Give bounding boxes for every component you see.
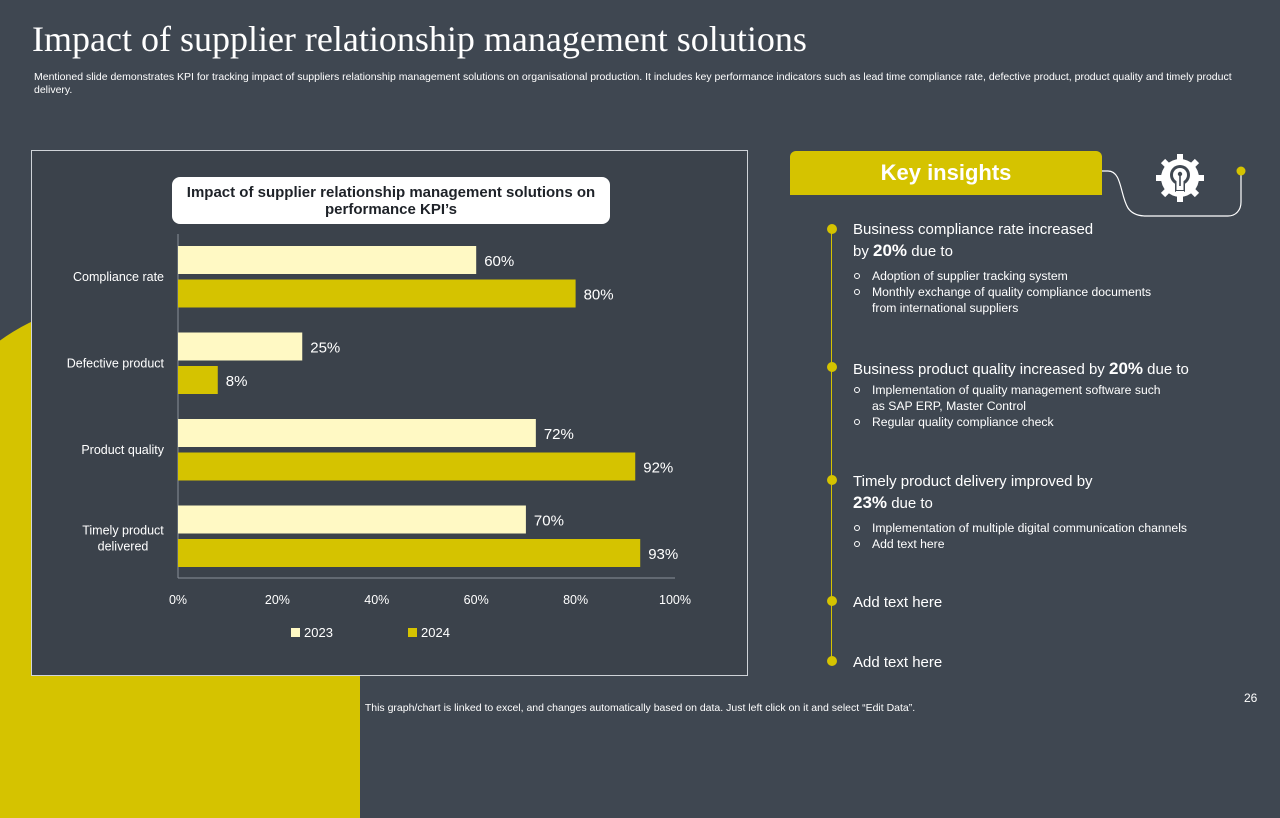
list-item-continuation: from international suppliers — [872, 301, 1019, 315]
data-label: 80% — [584, 287, 614, 304]
bar-2024 — [178, 366, 218, 394]
lightbulb-gear-icon — [1156, 154, 1204, 202]
bar-2024 — [178, 539, 641, 567]
page-subtitle: Mentioned slide demonstrates KPI for tra… — [34, 71, 1232, 96]
insight-1-highlight: 20% — [873, 241, 908, 260]
data-label: 92% — [643, 460, 673, 477]
insight-1-text: Business compliance rate increased — [853, 221, 1094, 238]
timeline-dot — [827, 362, 837, 372]
list-item: Add text here — [853, 536, 1187, 552]
list-item: Implementation of quality management sof… — [853, 382, 1161, 398]
insight-3-text: Timely product delivery improved by — [853, 473, 1093, 490]
insight-2-heading: Business product quality increased by 20… — [853, 358, 1189, 380]
timeline-dot — [827, 224, 837, 234]
legend-label: 2023 — [304, 625, 333, 640]
data-label: 25% — [310, 340, 340, 357]
category-label: Compliance rate — [73, 270, 164, 284]
key-insights-header: Key insights — [790, 151, 1102, 195]
connector-line — [1102, 154, 1246, 217]
x-tick-label: 60% — [464, 593, 489, 607]
insight-1-bullets: Adoption of supplier tracking system Mon… — [853, 268, 1151, 316]
data-label: 93% — [648, 546, 678, 563]
bar-2024 — [178, 279, 576, 308]
insight-2-bullets: Implementation of quality management sof… — [853, 382, 1161, 430]
timeline-dot — [827, 596, 837, 606]
category-label: Product quality — [81, 443, 164, 457]
x-tick-label: 0% — [169, 593, 187, 607]
legend-label: 2024 — [421, 625, 450, 640]
insight-3-highlight: 23% — [853, 493, 888, 512]
x-tick-label: 20% — [265, 593, 290, 607]
page-title: Impact of supplier relationship manageme… — [32, 19, 807, 59]
legend-swatch — [291, 628, 300, 637]
insight-4-heading: Add text here — [853, 594, 943, 611]
list-item: Adoption of supplier tracking system — [853, 268, 1151, 284]
x-tick-label: 100% — [659, 593, 691, 607]
insight-1-heading: Business compliance rate increased by 20… — [853, 219, 1093, 262]
page-number: 26 — [1244, 691, 1258, 705]
data-label: 70% — [534, 513, 564, 530]
insight-2-highlight: 20% — [1108, 359, 1144, 378]
insights-timeline — [831, 228, 832, 663]
list-item: Implementation of multiple digital commu… — [853, 520, 1187, 536]
data-label: 8% — [226, 373, 248, 390]
x-tick-label: 80% — [563, 593, 588, 607]
timeline-dot — [827, 475, 837, 485]
insight-2-text: Business product quality increased by — [853, 361, 1109, 378]
bar-2024 — [178, 452, 636, 481]
chart-panel — [31, 150, 748, 676]
list-item: Monthly exchange of quality compliance d… — [853, 284, 1151, 300]
category-label: Defective product — [67, 356, 165, 370]
insight-1-text-cont: by — [853, 243, 874, 260]
bar-2023 — [178, 246, 477, 274]
list-item: Regular quality compliance check — [853, 414, 1161, 430]
bar-chart[interactable]: Compliance rate 60% 80% Defective product 25… — [0, 0, 760, 690]
insight-3-suffix: due to — [887, 495, 933, 512]
legend-swatch — [408, 628, 417, 637]
insight-3-heading: Timely product delivery improved by 23% … — [853, 471, 1093, 514]
bar-2023 — [178, 419, 536, 447]
list-item-continuation: as SAP ERP, Master Control — [872, 399, 1026, 413]
data-label: 60% — [484, 253, 514, 270]
insight-2-suffix: due to — [1143, 361, 1189, 378]
chart-title: Impact of supplier relationship manageme… — [172, 177, 610, 224]
insight-5-heading: Add text here — [853, 654, 943, 671]
timeline-dot — [827, 656, 837, 666]
x-tick-label: 40% — [364, 593, 389, 607]
footer-note: This graph/chart is linked to excel, and… — [364, 702, 916, 714]
bar-2023 — [178, 505, 526, 534]
category-label: Timely product delivered — [82, 523, 164, 553]
insight-1-suffix: due to — [907, 243, 953, 260]
bar-2023 — [178, 332, 303, 361]
data-label: 72% — [544, 426, 574, 443]
insight-3-bullets: Implementation of multiple digital commu… — [853, 520, 1187, 552]
